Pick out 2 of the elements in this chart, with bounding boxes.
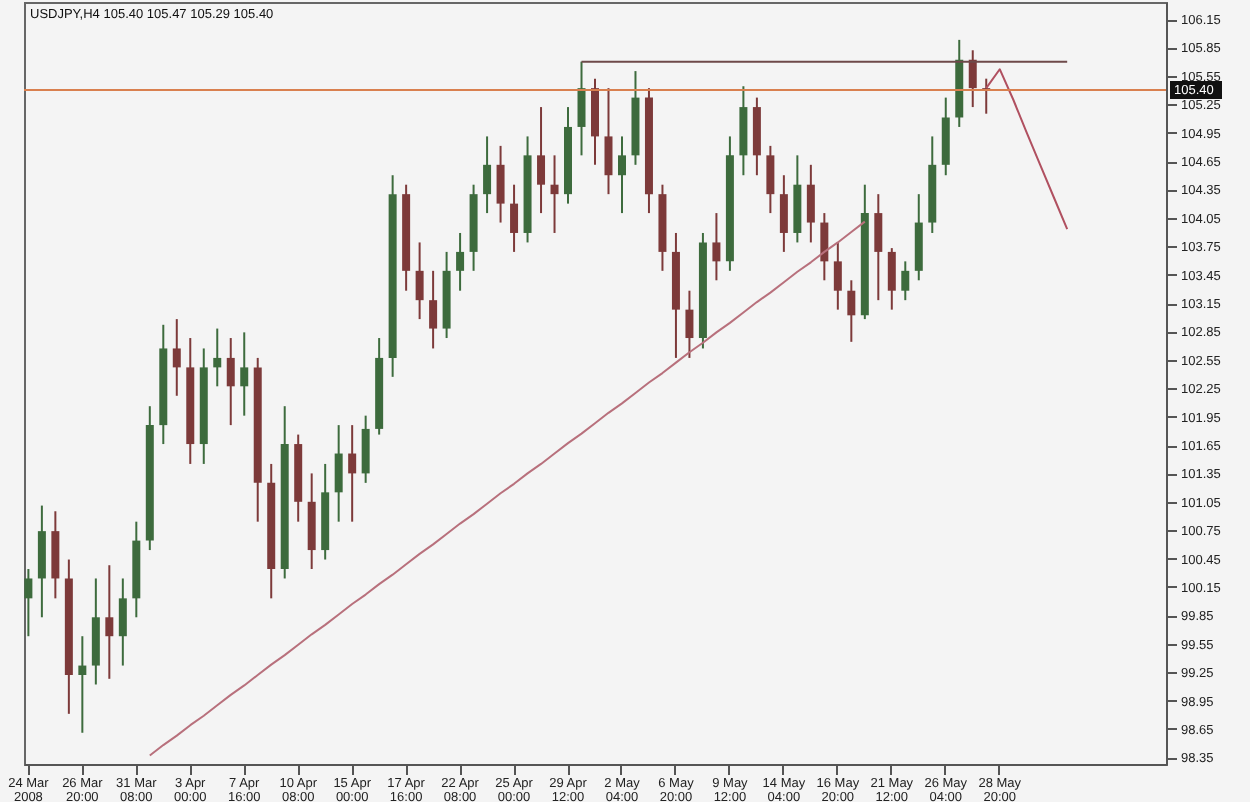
line-series bbox=[148, 220, 866, 757]
line-series bbox=[985, 68, 1069, 231]
